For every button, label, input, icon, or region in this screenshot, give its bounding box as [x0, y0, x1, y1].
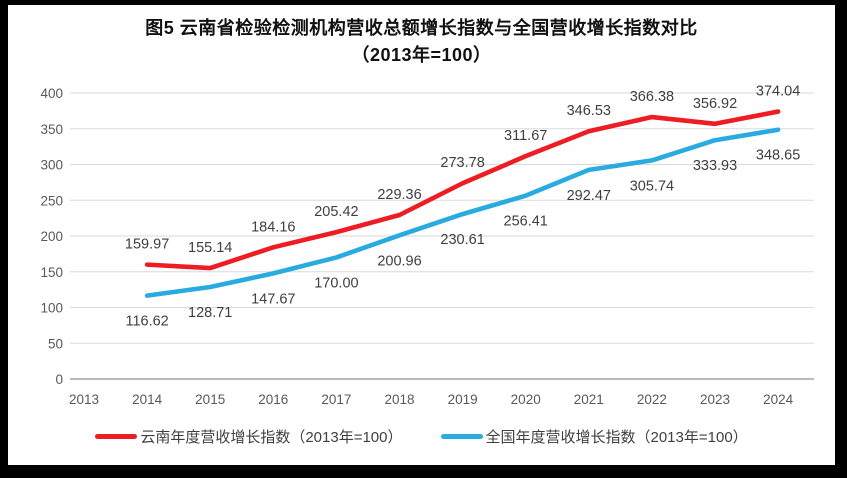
svg-text:333.93: 333.93	[693, 158, 737, 174]
svg-text:50: 50	[48, 336, 63, 351]
svg-text:230.61: 230.61	[440, 232, 484, 248]
y-axis-labels: 0 50 100 150 200 250 300 350 400	[40, 86, 63, 387]
y-gridlines	[70, 92, 814, 380]
svg-text:2019: 2019	[448, 392, 478, 407]
svg-text:250: 250	[40, 193, 63, 208]
svg-text:205.42: 205.42	[314, 204, 358, 220]
svg-text:2024: 2024	[763, 392, 794, 407]
svg-text:100: 100	[40, 301, 63, 316]
svg-text:2020: 2020	[511, 392, 541, 407]
svg-text:273.78: 273.78	[440, 155, 484, 171]
svg-text:348.65: 348.65	[756, 148, 800, 164]
series-1: 116.62 128.71 147.67 170.00 200.96 230.61 256.…	[125, 127, 800, 330]
chart-title-line1: 图5 云南省检验检测机构营收总额增长指数与全国营收增长指数对比	[145, 18, 698, 38]
svg-text:155.14: 155.14	[188, 240, 232, 256]
chart-title-line2: （2013年=100）	[351, 45, 492, 65]
svg-text:305.74: 305.74	[630, 178, 674, 194]
svg-text:2021: 2021	[574, 392, 604, 407]
svg-text:350: 350	[40, 122, 63, 137]
svg-text:2015: 2015	[195, 392, 225, 407]
chart-legend: 云南年度营收增长指数（2013年=100） 全国年度营收增长指数（2013年=1…	[8, 426, 835, 447]
legend-label-yunnan: 云南年度营收增长指数（2013年=100）	[140, 429, 403, 446]
svg-text:0: 0	[55, 372, 63, 387]
svg-text:2013: 2013	[69, 392, 99, 407]
svg-text:184.16: 184.16	[251, 219, 295, 235]
svg-text:400: 400	[40, 86, 63, 101]
legend-item-national: 全国年度营收增长指数（2013年=100）	[440, 426, 748, 447]
svg-text:2016: 2016	[258, 392, 288, 407]
x-axis-labels: 2013 2014 2015 2016 2017 2018 2019 2020 2021 2022…	[69, 392, 794, 407]
svg-text:170.00: 170.00	[314, 275, 358, 291]
svg-text:2023: 2023	[700, 392, 730, 407]
svg-text:116.62: 116.62	[125, 314, 168, 330]
svg-text:229.36: 229.36	[377, 187, 421, 203]
svg-text:2014: 2014	[132, 392, 163, 407]
svg-text:346.53: 346.53	[567, 103, 611, 119]
series-0: 159.97 155.14 184.16 205.42 229.36 273.78 311.…	[125, 84, 800, 271]
chart-plot: 0 50 100 150 200 250 300 350 400 2013 2014 2015 2016…	[40, 84, 814, 407]
chart-title: 图5 云南省检验检测机构营收总额增长指数与全国营收增长指数对比 （2013年=1…	[8, 15, 835, 69]
svg-text:356.92: 356.92	[693, 96, 737, 112]
svg-text:256.41: 256.41	[504, 214, 548, 230]
svg-text:292.47: 292.47	[567, 188, 611, 204]
svg-text:200.96: 200.96	[377, 253, 421, 269]
svg-text:150: 150	[40, 265, 63, 280]
svg-text:300: 300	[40, 158, 63, 173]
svg-text:147.67: 147.67	[251, 291, 295, 307]
svg-text:200: 200	[40, 229, 63, 244]
yunnan-line-swatch-icon	[95, 434, 138, 439]
svg-text:374.04: 374.04	[756, 84, 800, 100]
svg-text:159.97: 159.97	[125, 237, 169, 253]
svg-text:2018: 2018	[384, 392, 414, 407]
legend-label-national: 全国年度营收增长指数（2013年=100）	[485, 429, 748, 446]
svg-text:128.71: 128.71	[188, 305, 232, 321]
svg-text:2017: 2017	[321, 392, 351, 407]
national-line-swatch-icon	[440, 434, 483, 439]
legend-item-yunnan: 云南年度营收增长指数（2013年=100）	[95, 426, 403, 447]
svg-text:311.67: 311.67	[504, 128, 547, 144]
svg-text:2022: 2022	[637, 392, 667, 407]
chart-page: 图5 云南省检验检测机构营收总额增长指数与全国营收增长指数对比 （2013年=1…	[8, 5, 835, 465]
svg-text:366.38: 366.38	[630, 89, 674, 105]
